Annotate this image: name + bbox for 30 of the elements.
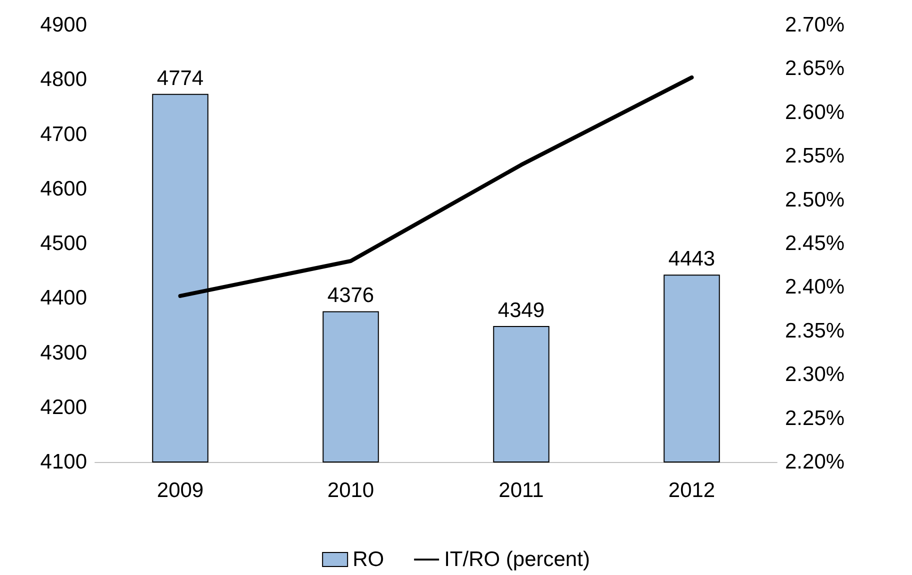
y-tick-label: 4200 xyxy=(40,396,87,419)
y2-tick-label: 2.30% xyxy=(785,363,845,386)
y2-tick-label: 2.65% xyxy=(785,57,845,80)
y-tick-label: 4800 xyxy=(40,68,87,92)
data-label: 4376 xyxy=(327,284,374,308)
y2-tick-label: 2.35% xyxy=(785,319,845,342)
x-tick-label: 2010 xyxy=(327,479,374,502)
y2-tick-label: 2.70% xyxy=(785,14,845,36)
y-tick-label: 4900 xyxy=(40,14,87,36)
y-tick-label: 4300 xyxy=(40,341,87,364)
y2-tick-label: 2.20% xyxy=(785,450,845,474)
y-tick-label: 4100 xyxy=(40,450,87,474)
y2-tick-label: 2.40% xyxy=(785,276,845,299)
data-label: 4774 xyxy=(156,66,204,90)
x-tick-label: 2011 xyxy=(498,479,544,502)
y2-tick-label: 2.45% xyxy=(785,232,845,255)
legend-label: IT/RO (percent) xyxy=(444,548,590,571)
data-label: 4349 xyxy=(498,298,545,322)
y2-tick-label: 2.50% xyxy=(785,188,845,212)
x-tick-label: 2009 xyxy=(156,479,204,502)
legend-label: RO xyxy=(352,548,384,571)
y2-tick-label: 2.55% xyxy=(785,144,845,168)
y-tick-label: 4500 xyxy=(40,232,87,255)
y-tick-label: 4600 xyxy=(40,177,87,200)
x-tick-label: 2012 xyxy=(668,479,716,502)
y2-tick-label: 2.25% xyxy=(785,406,845,430)
data-label: 4443 xyxy=(668,248,716,271)
y2-tick-label: 2.60% xyxy=(785,100,845,124)
y-tick-label: 4400 xyxy=(40,286,87,310)
y-tick-label: 4700 xyxy=(40,122,87,146)
